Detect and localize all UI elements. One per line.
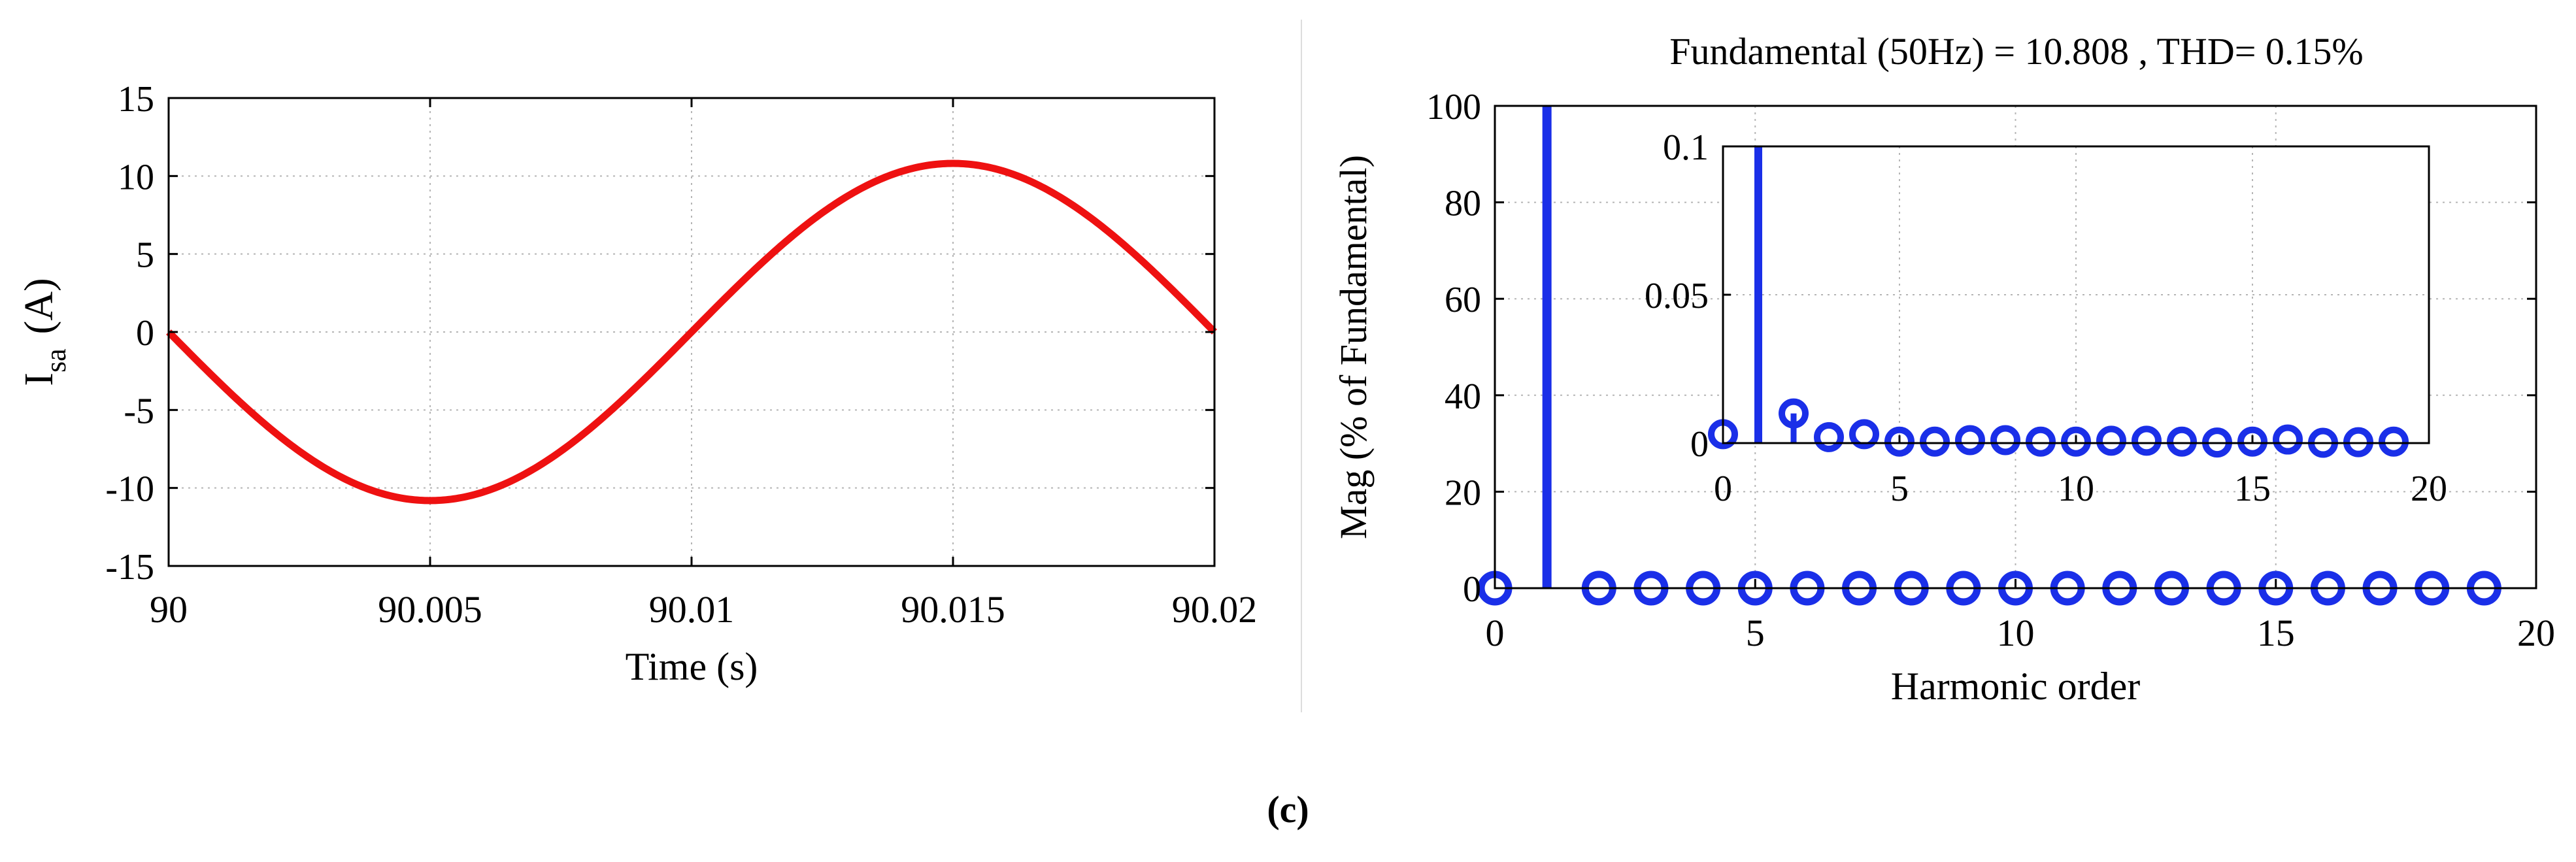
y-tick-label: 15 (118, 79, 154, 120)
y-tick-label: -5 (124, 391, 154, 431)
inset-y-tick-label: 0 (1690, 424, 1709, 465)
x-tick-label: 0 (1486, 612, 1505, 654)
inset-x-tick-label: 20 (2411, 469, 2447, 509)
inset-stem-marker-harmonic-15 (2237, 426, 2267, 457)
x-tick-label: 15 (2257, 612, 2295, 654)
inset-stem-marker-harmonic-7 (1955, 425, 1985, 456)
y-tick-label: 60 (1445, 280, 1481, 320)
inset-x-tick-label: 0 (1714, 469, 1732, 509)
y-tick-label: 0 (1463, 569, 1481, 610)
y-tick-label: 80 (1445, 184, 1481, 224)
x-tick-label: 10 (1997, 612, 2035, 654)
inset-stem-marker-harmonic-16 (2273, 424, 2303, 455)
inset-stem-marker-harmonic-2 (1779, 398, 1809, 429)
x-tick-label: 90.01 (649, 588, 735, 631)
inset-stem-marker-harmonic-11 (2096, 425, 2126, 456)
inset-y-tick-label: 0.05 (1645, 276, 1709, 316)
panel-divider (1301, 20, 1302, 712)
inset-x-tick-label: 10 (2058, 469, 2094, 509)
zoom-inset: 0 5 10 15 20 0 0.05 0.1 (1645, 127, 2447, 509)
y-tick-label: 10 (118, 157, 154, 197)
y-tick-label: 40 (1445, 376, 1481, 417)
inset-stem-marker-harmonic-3 (1814, 422, 1844, 452)
y-axis-label-main: I (17, 373, 61, 386)
y-tick-label: 20 (1445, 472, 1481, 513)
inset-x-tick-label: 15 (2234, 469, 2271, 509)
y-axis-label-unit: (A) (17, 278, 61, 334)
inset-stem-marker-harmonic-13 (2167, 426, 2197, 457)
inset-stem-marker-harmonic-5 (1884, 426, 1915, 457)
y-tick-label: 0 (136, 313, 154, 354)
inset-stem-marker-harmonic-10 (2061, 426, 2091, 457)
x-tick-label: 90.005 (378, 588, 482, 631)
y-tick-label: -10 (105, 469, 154, 510)
time-domain-chart: 90 90.005 90.01 90.015 90.02 -15 -10 -5 0 5 10 15 Ti… (17, 79, 1257, 688)
x-tick-label: 90.015 (901, 588, 1005, 631)
inset-stem-marker-harmonic-19 (2379, 426, 2409, 457)
y-axis-label: Mag (% of Fundamental) (1332, 155, 1375, 539)
inset-stem-marker-harmonic-4 (1849, 419, 1879, 450)
y-axis-label-subscript: sa (40, 348, 72, 373)
inset-stem-marker-harmonic-12 (2132, 425, 2162, 456)
inset-stem-marker-harmonic-9 (2026, 426, 2056, 457)
x-tick-label: 90.02 (1172, 588, 1258, 631)
inset-stem-marker-harmonic-8 (1990, 425, 2020, 456)
y-axis-label: Isa (A) (17, 278, 72, 386)
inset-x-tick-label: 5 (1890, 469, 1909, 509)
chart-title: Fundamental (50Hz) = 10.808 , THD= 0.15% (1669, 30, 2363, 73)
y-tick-label: 100 (1426, 87, 1481, 127)
x-axis-label: Harmonic order (1891, 665, 2141, 708)
inset-y-tick-label: 0.1 (1663, 127, 1709, 168)
inset-stem-marker-harmonic-6 (1920, 426, 1950, 457)
isa-waveform-line (166, 159, 1217, 505)
x-axis-label: Time (s) (626, 645, 758, 688)
x-tick-label: 5 (1746, 612, 1765, 654)
y-tick-label: 5 (136, 235, 154, 276)
figure-caption: (c) (1267, 788, 1309, 831)
x-tick-label: 90 (150, 588, 188, 631)
x-tick-label: 20 (2517, 612, 2555, 654)
y-tick-label: -15 (105, 547, 154, 588)
